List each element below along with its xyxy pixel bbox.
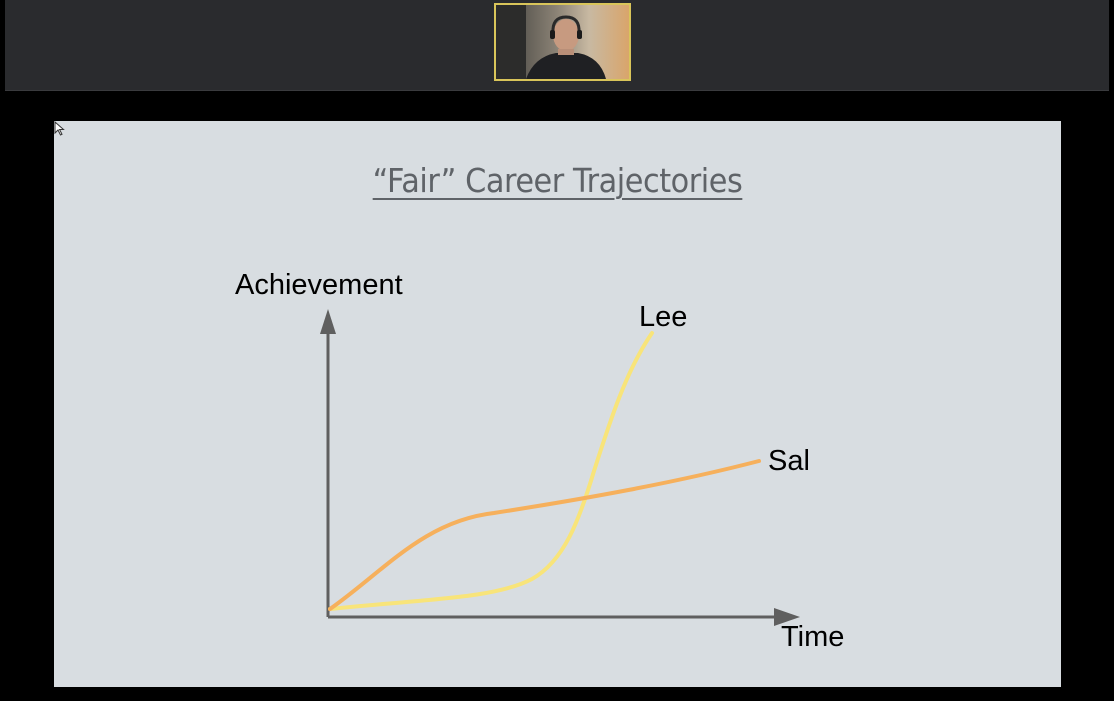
meeting-top-bar — [5, 0, 1109, 91]
slide-title: “Fair” Career Trajectories — [94, 161, 1020, 200]
x-axis-arrow-icon — [774, 608, 800, 626]
participant-video-tile[interactable] — [494, 3, 631, 81]
x-axis-label: Time — [781, 621, 845, 653]
mouse-pointer-icon — [54, 121, 65, 136]
slide-title-text: “Fair” Career Trajectories — [372, 161, 743, 200]
series-sal-label: Sal — [768, 445, 810, 477]
person-video-icon — [496, 5, 629, 79]
series-lee-label: Lee — [639, 301, 688, 333]
series-lee-line — [328, 331, 654, 611]
trajectory-chart — [320, 309, 800, 626]
y-axis-label: Achievement — [235, 269, 403, 301]
y-axis-arrow-icon — [320, 309, 336, 334]
series-sal-line — [328, 459, 761, 611]
presentation-slide: “Fair” Career Trajectories Achievement T… — [54, 121, 1061, 687]
